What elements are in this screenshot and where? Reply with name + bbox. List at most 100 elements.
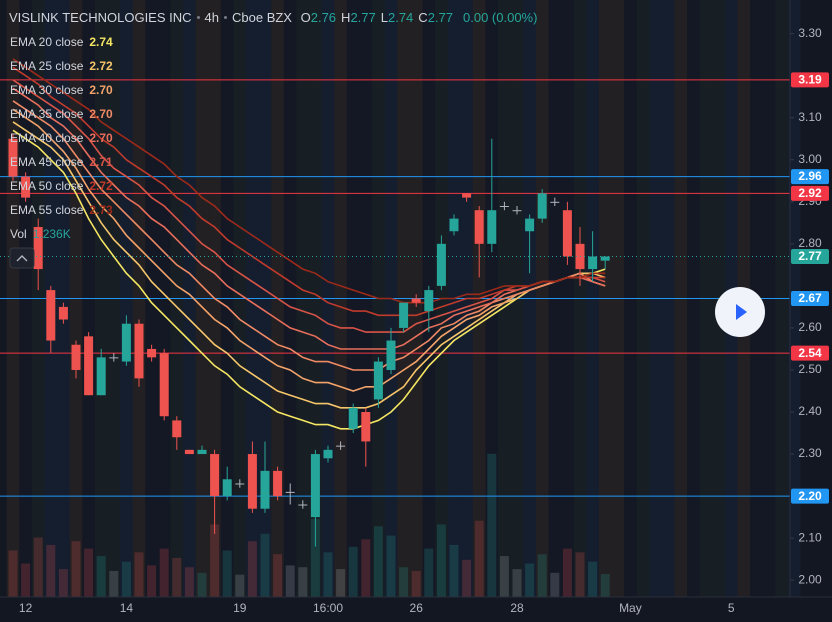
ohlc-value: 2.77 [427, 10, 453, 25]
symbol-title: VISLINK TECHNOLOGIES INC [9, 10, 192, 25]
candle-body [499, 206, 509, 208]
collapse-button[interactable] [9, 247, 35, 269]
ohlc-readout: O2.76 H2.77 L2.74 C2.77 [301, 10, 458, 25]
legend-name: EMA 35 close [10, 107, 84, 121]
legend-name: EMA 25 close [10, 59, 84, 73]
legend-name: EMA 40 close [10, 131, 84, 145]
y-tick-label: 3.00 [798, 152, 822, 166]
candle-body [600, 256, 610, 261]
y-tick-label: 2.10 [798, 530, 822, 544]
volume-bar [512, 569, 522, 597]
price-level-tag [791, 185, 829, 201]
volume-bar [386, 535, 396, 597]
x-tick-label: 16:00 [313, 601, 343, 615]
ohlc-letter: C [418, 10, 428, 25]
candle-body [424, 290, 434, 312]
legend-value: 2.73 [89, 203, 113, 217]
candle-body [562, 210, 572, 257]
volume-bar [323, 552, 333, 597]
legend-value: 2.74 [89, 35, 113, 49]
legend-name: Vol [10, 227, 27, 241]
candle-body [8, 138, 18, 177]
legend-row: EMA 50 close 2.72 [10, 178, 119, 202]
volume-bar [58, 569, 68, 597]
volume-bar [84, 548, 94, 597]
candle-body [197, 449, 207, 455]
x-tick-label: 28 [510, 601, 524, 615]
candle-body [147, 348, 157, 358]
candle-body [525, 218, 535, 232]
volume-bar [310, 518, 320, 597]
candle-body [184, 449, 194, 455]
legend-value: 2.71 [89, 155, 113, 169]
volume-bar [550, 572, 560, 597]
volume-bar [298, 567, 308, 597]
candle-body [159, 353, 169, 417]
last-price-label: 2.77 [798, 249, 822, 263]
price-level-tag [791, 291, 829, 306]
y-tick-label: 2.00 [798, 572, 822, 586]
volume-bar [499, 556, 509, 597]
interval[interactable]: 4h [204, 10, 219, 25]
x-tick-label: May [619, 601, 642, 615]
volume-bar [71, 541, 81, 597]
candle-body [386, 340, 396, 370]
price-level-label: 3.19 [798, 73, 822, 87]
volume-bar [134, 552, 144, 597]
legend-row: EMA 20 close 2.74 [10, 34, 119, 58]
candle-body [537, 193, 547, 219]
ema-line [12, 100, 606, 371]
legend-value: 2.72 [89, 59, 113, 73]
candle-body [21, 176, 31, 198]
volume-bar [8, 550, 18, 597]
volume-bar [285, 565, 295, 597]
candle-body [399, 302, 409, 328]
ema-line [12, 66, 606, 317]
x-tick-label: 14 [120, 601, 134, 615]
price-level-label: 2.67 [798, 291, 822, 305]
x-tick-label: 12 [19, 601, 33, 615]
volume-bar [147, 565, 157, 597]
price-level-label: 2.20 [798, 489, 822, 503]
volume-bar [210, 524, 220, 597]
candle-body [323, 449, 333, 459]
volume-bar [46, 544, 56, 597]
volume-bar [121, 561, 131, 597]
ohlc-value: 2.76 [310, 10, 337, 25]
price-level-tag [791, 488, 829, 504]
price-level-label: 2.54 [798, 346, 822, 360]
volume-bar [184, 567, 194, 597]
price-level-label: 2.92 [798, 186, 822, 200]
legend-name: EMA 30 close [10, 83, 84, 97]
candle-body [273, 470, 283, 497]
candle-body [436, 243, 446, 286]
legend-value: 2.70 [89, 131, 113, 145]
candle-body [298, 504, 308, 506]
ohlc-letter: L [380, 10, 388, 25]
volume-bar [273, 554, 283, 597]
candle-body [58, 306, 68, 320]
volume-bar [172, 557, 182, 597]
volume-bar [197, 572, 207, 597]
volume-bar [373, 526, 383, 597]
change: 0.00 (0.00%) [463, 10, 538, 25]
candle-body [588, 256, 598, 270]
candle-body [336, 445, 346, 447]
volume-bar [575, 552, 585, 597]
volume-bar [336, 569, 346, 597]
price-level-tag [791, 169, 829, 185]
candle-body [449, 218, 459, 232]
volume-bar [474, 520, 484, 597]
legend-value: 2.70 [89, 83, 113, 97]
candle-body [96, 357, 106, 396]
candle-body [222, 479, 232, 497]
ema-line [12, 58, 606, 304]
ema-line [12, 87, 606, 350]
candle-body [411, 298, 421, 303]
volume-bar [260, 533, 270, 597]
legend-row: EMA 25 close 2.72 [10, 58, 119, 82]
ema-line [12, 129, 606, 430]
